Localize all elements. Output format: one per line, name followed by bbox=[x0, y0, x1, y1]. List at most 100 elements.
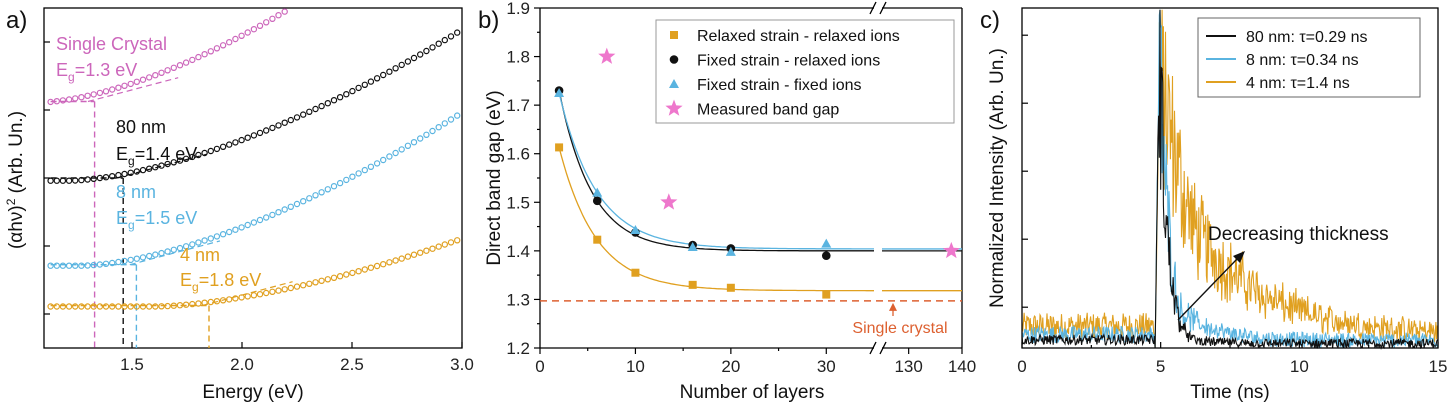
data-point bbox=[115, 303, 122, 310]
data-point bbox=[250, 132, 258, 139]
data-point bbox=[90, 303, 97, 310]
data-point bbox=[361, 166, 368, 174]
data-point bbox=[269, 15, 276, 22]
data-point bbox=[182, 243, 190, 250]
series-label-name: Single Crystal bbox=[56, 34, 167, 54]
data-point-square bbox=[726, 283, 735, 292]
data-point bbox=[275, 12, 282, 19]
x-tick-label: 130 bbox=[894, 357, 922, 376]
annotation-text: Decreasing thickness bbox=[1208, 224, 1389, 245]
data-point bbox=[281, 8, 288, 15]
data-point bbox=[65, 177, 73, 184]
data-point-triangle bbox=[669, 79, 679, 88]
data-point bbox=[201, 299, 208, 306]
data-point bbox=[189, 153, 196, 161]
legend-entry-label: Fixed strain - fixed ions bbox=[697, 77, 862, 94]
data-point bbox=[207, 235, 214, 242]
data-point bbox=[454, 112, 461, 119]
data-point bbox=[423, 131, 430, 138]
data-point bbox=[96, 303, 104, 310]
panel-a-xlabel: Energy (eV) bbox=[202, 382, 303, 403]
data-point bbox=[429, 245, 436, 252]
data-point bbox=[102, 260, 110, 267]
data-point bbox=[176, 244, 184, 252]
data-point bbox=[250, 26, 258, 33]
series-label-name: 4 nm bbox=[180, 245, 220, 265]
data-point bbox=[152, 251, 159, 258]
axis-break-mark bbox=[869, 341, 877, 355]
y-tick-label: 1.5 bbox=[506, 193, 530, 212]
x-tick-label: 5 bbox=[1156, 357, 1165, 376]
annotation-arrowhead bbox=[1233, 251, 1245, 263]
data-point bbox=[269, 124, 276, 132]
data-point bbox=[170, 64, 177, 72]
data-point bbox=[361, 266, 368, 273]
data-point bbox=[336, 93, 344, 101]
data-point bbox=[108, 86, 116, 93]
data-point bbox=[293, 114, 301, 121]
series-label-eg: Eg=1.5 eV bbox=[116, 208, 197, 232]
data-point bbox=[139, 76, 147, 83]
series-label-name: 80 nm bbox=[116, 117, 166, 137]
data-point bbox=[121, 82, 128, 90]
data-point bbox=[213, 298, 221, 305]
data-point bbox=[232, 226, 239, 233]
data-point bbox=[447, 116, 455, 123]
data-point bbox=[244, 293, 251, 300]
data-point bbox=[417, 135, 424, 142]
data-point bbox=[96, 89, 104, 97]
data-point bbox=[423, 47, 430, 55]
data-point-triangle bbox=[687, 241, 698, 251]
series-label-eg: Eg=1.3 eV bbox=[56, 60, 137, 84]
data-point bbox=[225, 141, 233, 148]
data-point bbox=[121, 257, 128, 265]
data-point-square bbox=[631, 268, 640, 277]
data-point bbox=[121, 303, 128, 310]
panel-a: a) (αhν)2 (Arb. Un.) Energy (eV) 1.5 2.0 2… bbox=[4, 7, 474, 403]
data-point bbox=[108, 259, 116, 267]
data-point bbox=[367, 78, 375, 85]
data-point bbox=[367, 163, 375, 170]
data-point bbox=[312, 105, 319, 113]
data-point bbox=[170, 159, 177, 166]
data-point bbox=[127, 80, 134, 88]
data-point bbox=[392, 149, 399, 157]
data-point bbox=[158, 69, 165, 77]
data-point bbox=[127, 169, 134, 176]
data-point-star bbox=[598, 47, 616, 64]
data-point bbox=[201, 51, 208, 58]
data-point bbox=[102, 303, 110, 310]
data-point bbox=[232, 295, 239, 302]
data-point bbox=[435, 243, 442, 250]
data-point-square bbox=[670, 31, 678, 39]
data-point bbox=[318, 102, 325, 110]
data-point-star bbox=[942, 241, 960, 259]
data-point bbox=[152, 163, 159, 171]
data-point bbox=[145, 165, 153, 172]
data-point bbox=[429, 44, 436, 51]
data-point bbox=[256, 129, 264, 137]
data-point bbox=[256, 22, 264, 29]
data-point bbox=[312, 279, 319, 286]
data-point bbox=[53, 97, 61, 105]
panel-b-fit-curves bbox=[558, 90, 962, 292]
panel-b: b) Direct band gap (eV) Number of layers… bbox=[478, 0, 976, 403]
data-point bbox=[275, 287, 282, 294]
data-point bbox=[349, 269, 356, 277]
data-point bbox=[59, 262, 67, 269]
data-point bbox=[96, 174, 104, 182]
x-tick-label: 10 bbox=[1290, 357, 1309, 376]
data-point bbox=[386, 68, 393, 75]
data-point bbox=[287, 116, 294, 124]
data-point bbox=[102, 88, 110, 95]
data-point bbox=[127, 303, 134, 310]
data-point bbox=[336, 273, 344, 280]
data-point bbox=[84, 303, 91, 310]
data-point-star bbox=[665, 99, 683, 116]
data-point bbox=[139, 254, 147, 261]
data-point bbox=[115, 84, 122, 91]
data-point bbox=[281, 206, 288, 213]
legend-entry-label: Measured band gap bbox=[697, 102, 839, 119]
panel-a-ticks: 1.5 2.0 2.5 3.0 bbox=[44, 41, 474, 374]
axis-break-mark bbox=[869, 1, 877, 15]
